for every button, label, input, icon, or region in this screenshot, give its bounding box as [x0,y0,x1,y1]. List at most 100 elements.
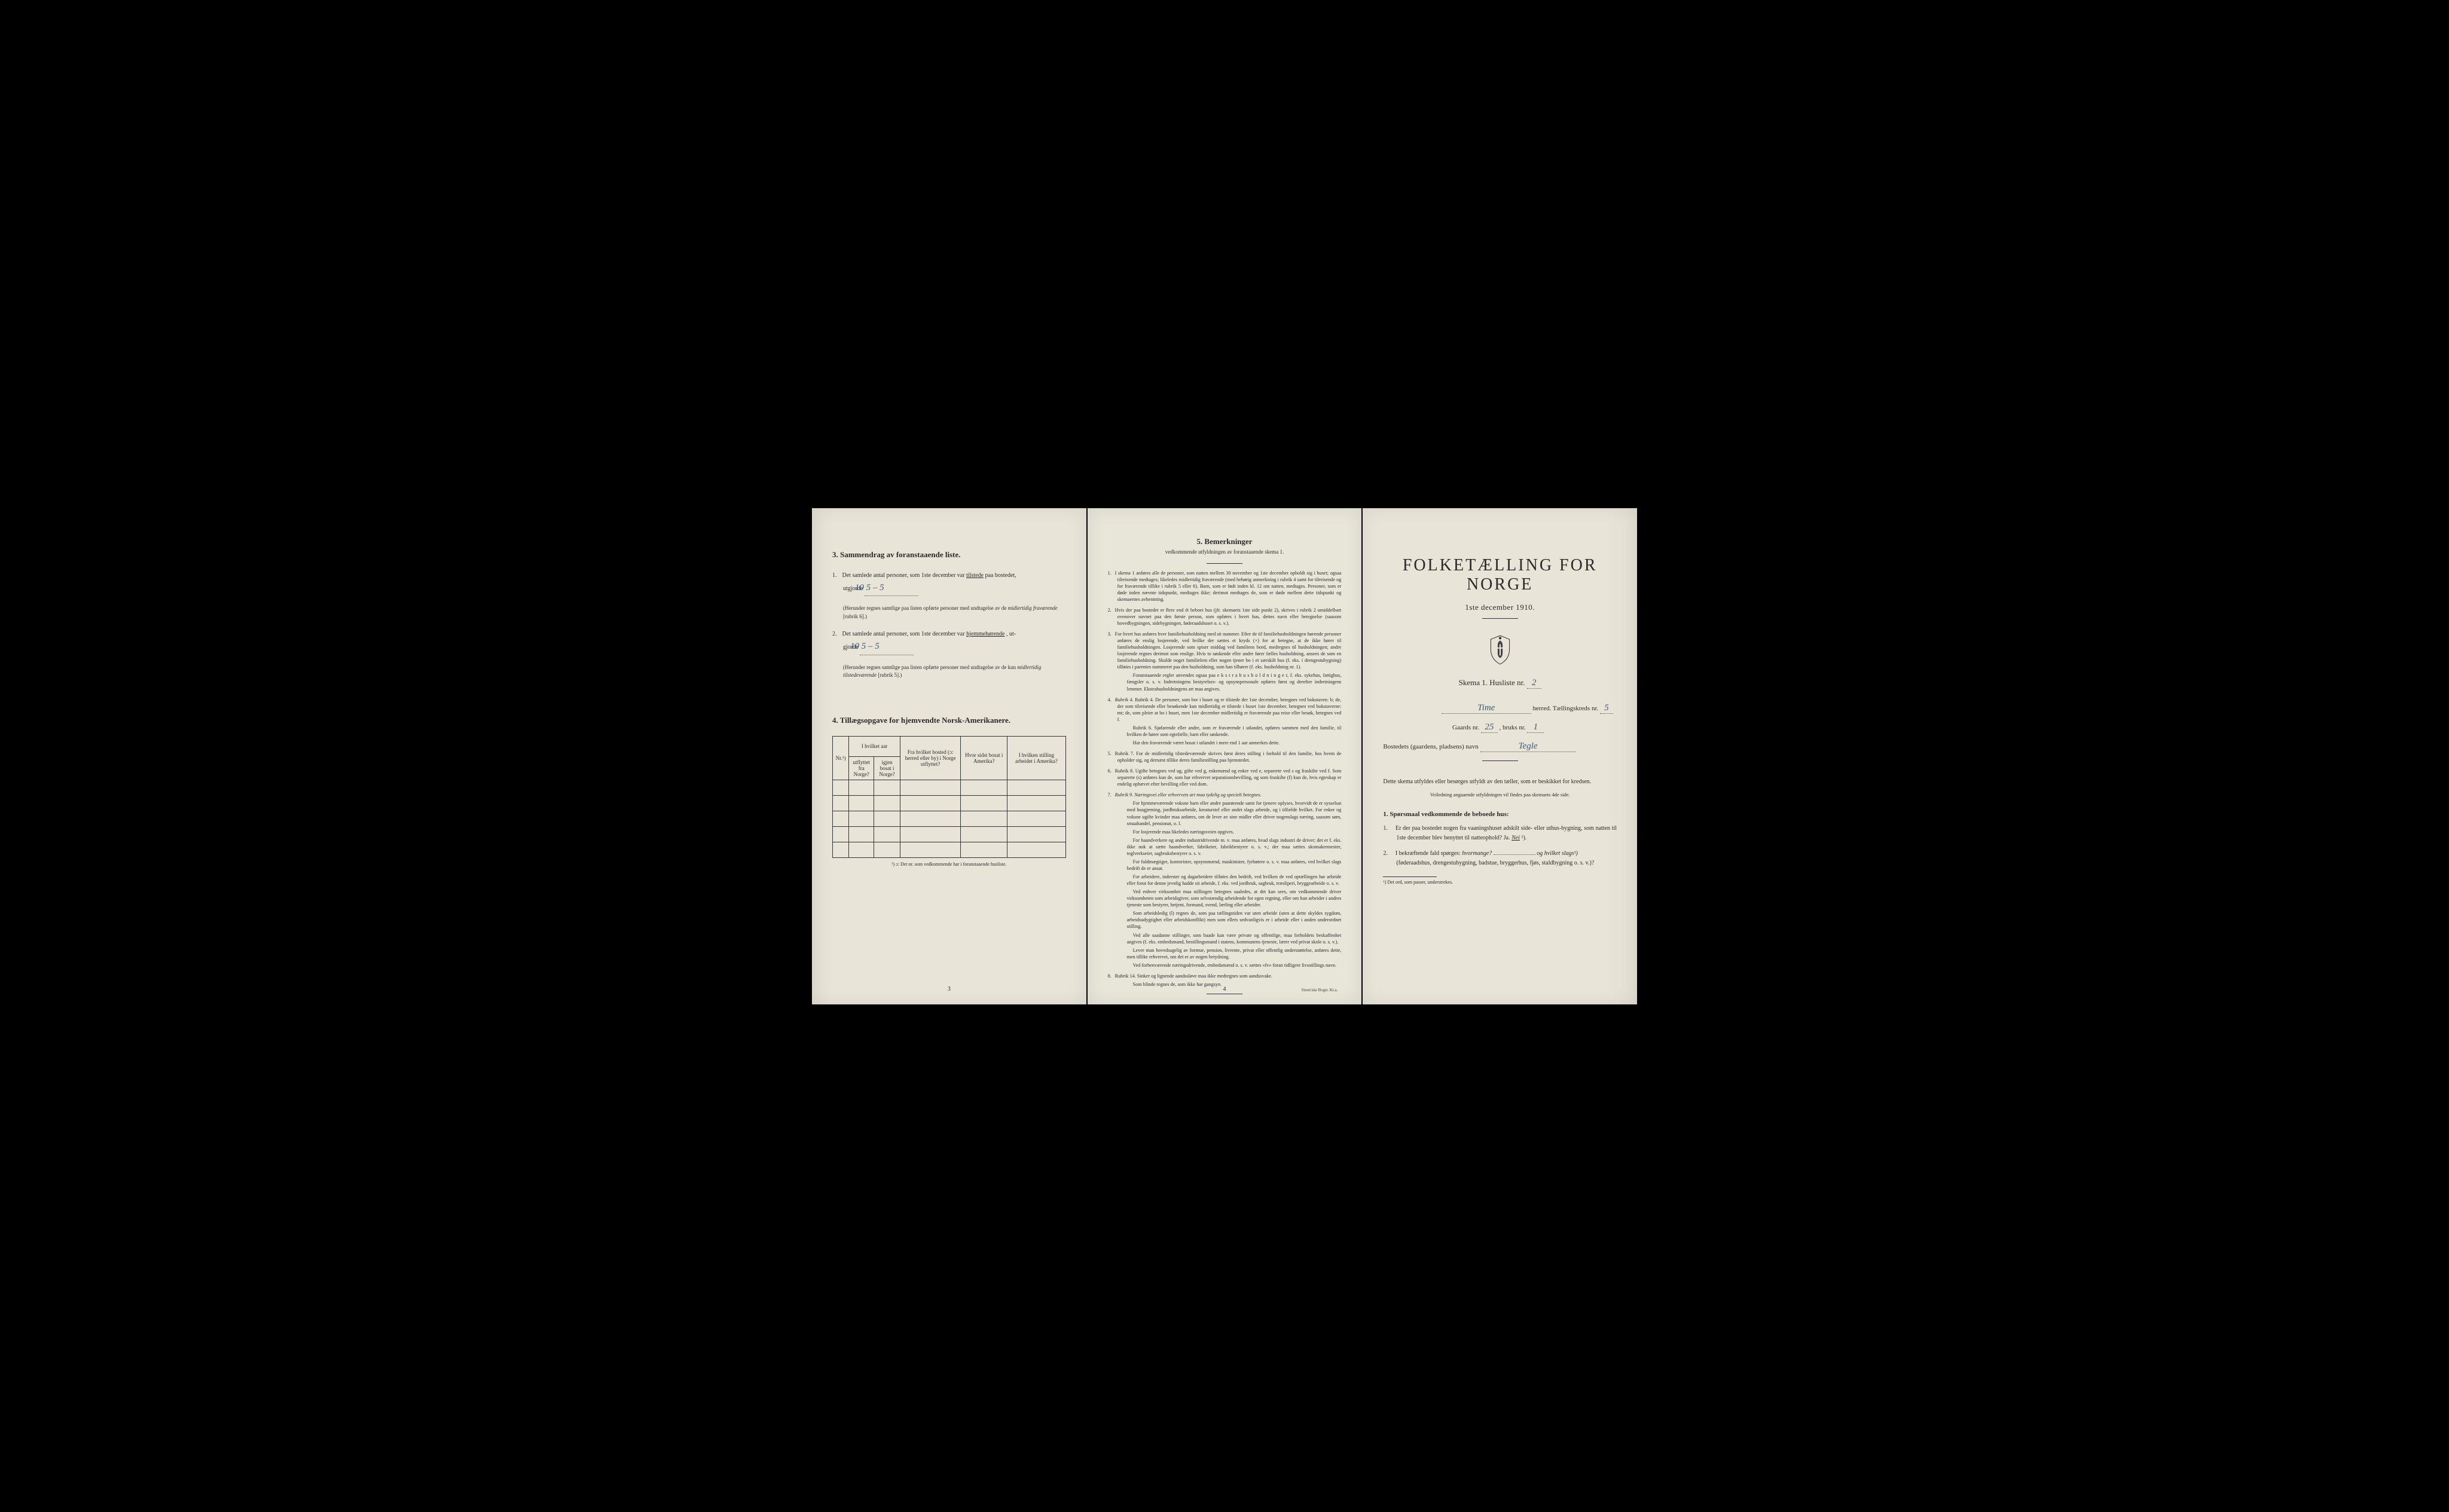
bruks-nr: 1 [1527,722,1544,733]
q2-text-a: I bekræftende fald spørges: [1395,850,1462,857]
q2-text-c: (føderaadshus, drengestubygning, badstue… [1396,860,1594,866]
remark-3b: Foranstaaende regler anvendes ogsaa paa … [1117,672,1342,692]
q2-hvor: hvormange? [1462,850,1492,857]
item-2-note-a: (Herunder regnes samtlige paa listen opf… [843,664,1017,670]
instruction-text: Dette skema utfyldes eller besørges utfy… [1383,777,1617,787]
remark-1-text: I skema 1 anføres alle de personer, som … [1115,570,1342,602]
q1-nei: Nei [1511,835,1520,841]
item-2-hjemme: hjemmehørende [966,631,1004,637]
item-1-number: 1. [832,570,841,581]
th-bosted: Fra hvilket bosted (ɔ: herred eller by) … [900,736,960,780]
remark-7d: For haandverkere og andre industridriven… [1117,837,1342,857]
th-amerika: Hvor sidst bosat i Amerika? [961,736,1007,780]
remark-7e: For fuldmægtiger, kontorister, opsynsmæn… [1117,859,1342,872]
remark-7i: Ved alle saadanne stillinger, som baade … [1117,932,1342,945]
gaard-label-b: , bruks nr. [1500,724,1526,731]
printer-credit: Steen'ske Bogtr. Kr.a. [1302,988,1338,992]
section-5-title: 5. Bemerkninger [1108,537,1342,546]
table-footnote: ¹) ɔ: Det nr. som vedkommende har i fora… [832,862,1066,867]
question-1: 1. Er der paa bostedet nogen fra vaaning… [1383,824,1617,843]
bosted-value: Tegle [1480,741,1576,752]
footnote-text: ¹) Det ord, som passer, understrekes. [1383,879,1617,885]
census-main-title: FOLKETÆLLING FOR NORGE [1383,556,1617,594]
th-nr: Nr.¹) [833,736,849,780]
remark-7g: Ved enhver virksomhet maa stillingen bet… [1117,888,1342,908]
page-1-cover: FOLKETÆLLING FOR NORGE 1ste december 191… [1363,508,1637,1004]
remark-1: 1.I skema 1 anføres alle de personer, so… [1108,570,1342,603]
gaard-line: Gaards nr. 25 , bruks nr. 1 [1383,722,1617,733]
page-4: 5. Bemerkninger vedkommende utfyldningen… [1088,508,1362,1004]
q1-num: 1. [1383,824,1394,833]
remark-6: 6.Rubrik 8. Ugifte betegnes ved ug, gift… [1108,768,1342,787]
gaard-label-a: Gaards nr. [1452,724,1479,731]
tillaeg-table: Nr.¹) I hvilket aar Fra hvilket bosted (… [832,736,1066,858]
remark-8b: Som blinde regnes de, som ikke har gangs… [1117,981,1342,988]
remark-7j: Lever man hovedsagelig av formue, pensio… [1117,947,1342,960]
item-2-text-a: Det samlede antal personer, som 1ste dec… [842,631,967,637]
question-2: 2. I bekræftende fald spørges: hvormange… [1383,849,1617,868]
table-row [833,826,1066,842]
herred-label: herred. Tællingskreds nr. [1532,705,1598,712]
table-row [833,842,1066,857]
remarks-list: 1.I skema 1 anføres alle de personer, so… [1108,570,1342,988]
remark-4b: Rubrik 6. Sjøfarende eller andre, som er… [1117,725,1342,738]
q2-num: 2. [1383,849,1394,859]
remark-5: 5.Rubrik 7. For de midlertidig tilstedev… [1108,750,1342,763]
remark-7c: For losjerende maa likeledes næringsveie… [1117,829,1342,835]
item-1-text-b: paa bostedet, [985,572,1016,579]
coat-of-arms-icon [1383,634,1617,667]
remark-2: 2.Hvis der paa bostedet er flere end ét … [1108,607,1342,627]
table-row [833,780,1066,795]
item-1-value: 10 5 – 5 [865,581,918,597]
item-1-note-italic: midlertidig fraværende [1008,605,1058,611]
page-number-4: 4 [1223,986,1226,992]
census-document: 3. Sammendrag av foranstaaende liste. 1.… [812,508,1637,1004]
census-date: 1ste december 1910. [1383,603,1617,612]
remark-2-text: Hvis der paa bostedet er flere end ét be… [1115,607,1342,626]
item-1-note-end: [rubrik 6].) [843,613,867,619]
bosted-line: Bostedets (gaardens, pladsens) navn Tegl… [1383,741,1617,752]
remark-4: 4.Rubrik 4. Rubrik 4. De personer, som b… [1108,697,1342,746]
remark-7h: Som arbeidsledig (l) regnes de, som paa … [1117,910,1342,930]
th-igjen: igjen bosat i Norge? [874,756,900,780]
section-3-title: 3. Sammendrag av foranstaaende liste. [832,550,1066,560]
skema-line: Skema 1. Husliste nr. 2 [1383,678,1617,689]
remark-8-text: Rubrik 14. Sinker og lignende aandssløve… [1115,973,1272,979]
section-5-subtitle: vedkommende utfyldningen av foranstaaend… [1108,549,1342,555]
th-utflyttet: utflyttet fra Norge? [849,756,874,780]
remark-7-text: Rubrik 9. Næringsvei eller erhvervets ar… [1115,792,1262,798]
th-stilling: I hvilken stilling arbeidet i Amerika? [1007,736,1065,780]
table-row [833,795,1066,811]
remark-4c: Har den fraværende været bosat i utlande… [1117,740,1342,746]
remark-7f: For arbeidere, inderster og dagarbeidere… [1117,873,1342,887]
item-2-note-end: [rubrik 5].) [878,672,902,678]
q2-text-b: og hvilket slags¹) [1537,850,1578,857]
item-1-text-a: Det samlede antal personer, som 1ste dec… [842,572,967,579]
remark-7k: Ved forhenværende næringsdrivende, embed… [1117,962,1342,969]
remark-3: 3.For hvert hus anføres hver familiehush… [1108,631,1342,692]
bosted-label: Bostedets (gaardens, pladsens) navn [1383,743,1478,750]
page-number-3: 3 [948,986,951,992]
q1-sup: ¹). [1521,835,1526,841]
item-2-note: (Herunder regnes samtlige paa listen opf… [832,664,1066,680]
item-1-note-a: (Herunder regnes samtlige paa listen opf… [843,605,1008,611]
skema-label: Skema 1. Husliste nr. [1459,678,1525,687]
item-2-number: 2. [832,629,841,639]
herred-line: Time herred. Tællingskreds nr. 5 [1383,703,1617,714]
summary-item-1: 1. Det samlede antal personer, som 1ste … [832,570,1066,597]
section-4-title: 4. Tillægsopgave for hjemvendte Norsk-Am… [832,716,1066,725]
remark-6-text: Rubrik 8. Ugifte betegnes ved ug, gifte … [1115,768,1342,787]
th-aar: I hvilket aar [849,736,900,756]
remark-5-text: Rubrik 7. For de midlertidig tilstedevær… [1115,751,1342,763]
q2-blank [1494,854,1535,855]
guidance-note: Veiledning angaaende utfyldningen vil fi… [1383,792,1617,798]
questions-title: 1. Spørsmaal vedkommende de beboede hus: [1383,811,1617,818]
item-2-value: 10 5 – 5 [860,639,914,655]
table-row [833,811,1066,826]
divider-title [1482,618,1518,619]
item-2-text-b: , ut- [1006,631,1016,637]
remark-7b: For hjemmeværende voksne barn eller andr… [1117,800,1342,826]
item-1-tilstede: tilstede [966,572,984,579]
remark-4-text: Rubrik 4. De personer, som bor i huset o… [1117,697,1342,722]
footnote-rule [1383,876,1437,877]
